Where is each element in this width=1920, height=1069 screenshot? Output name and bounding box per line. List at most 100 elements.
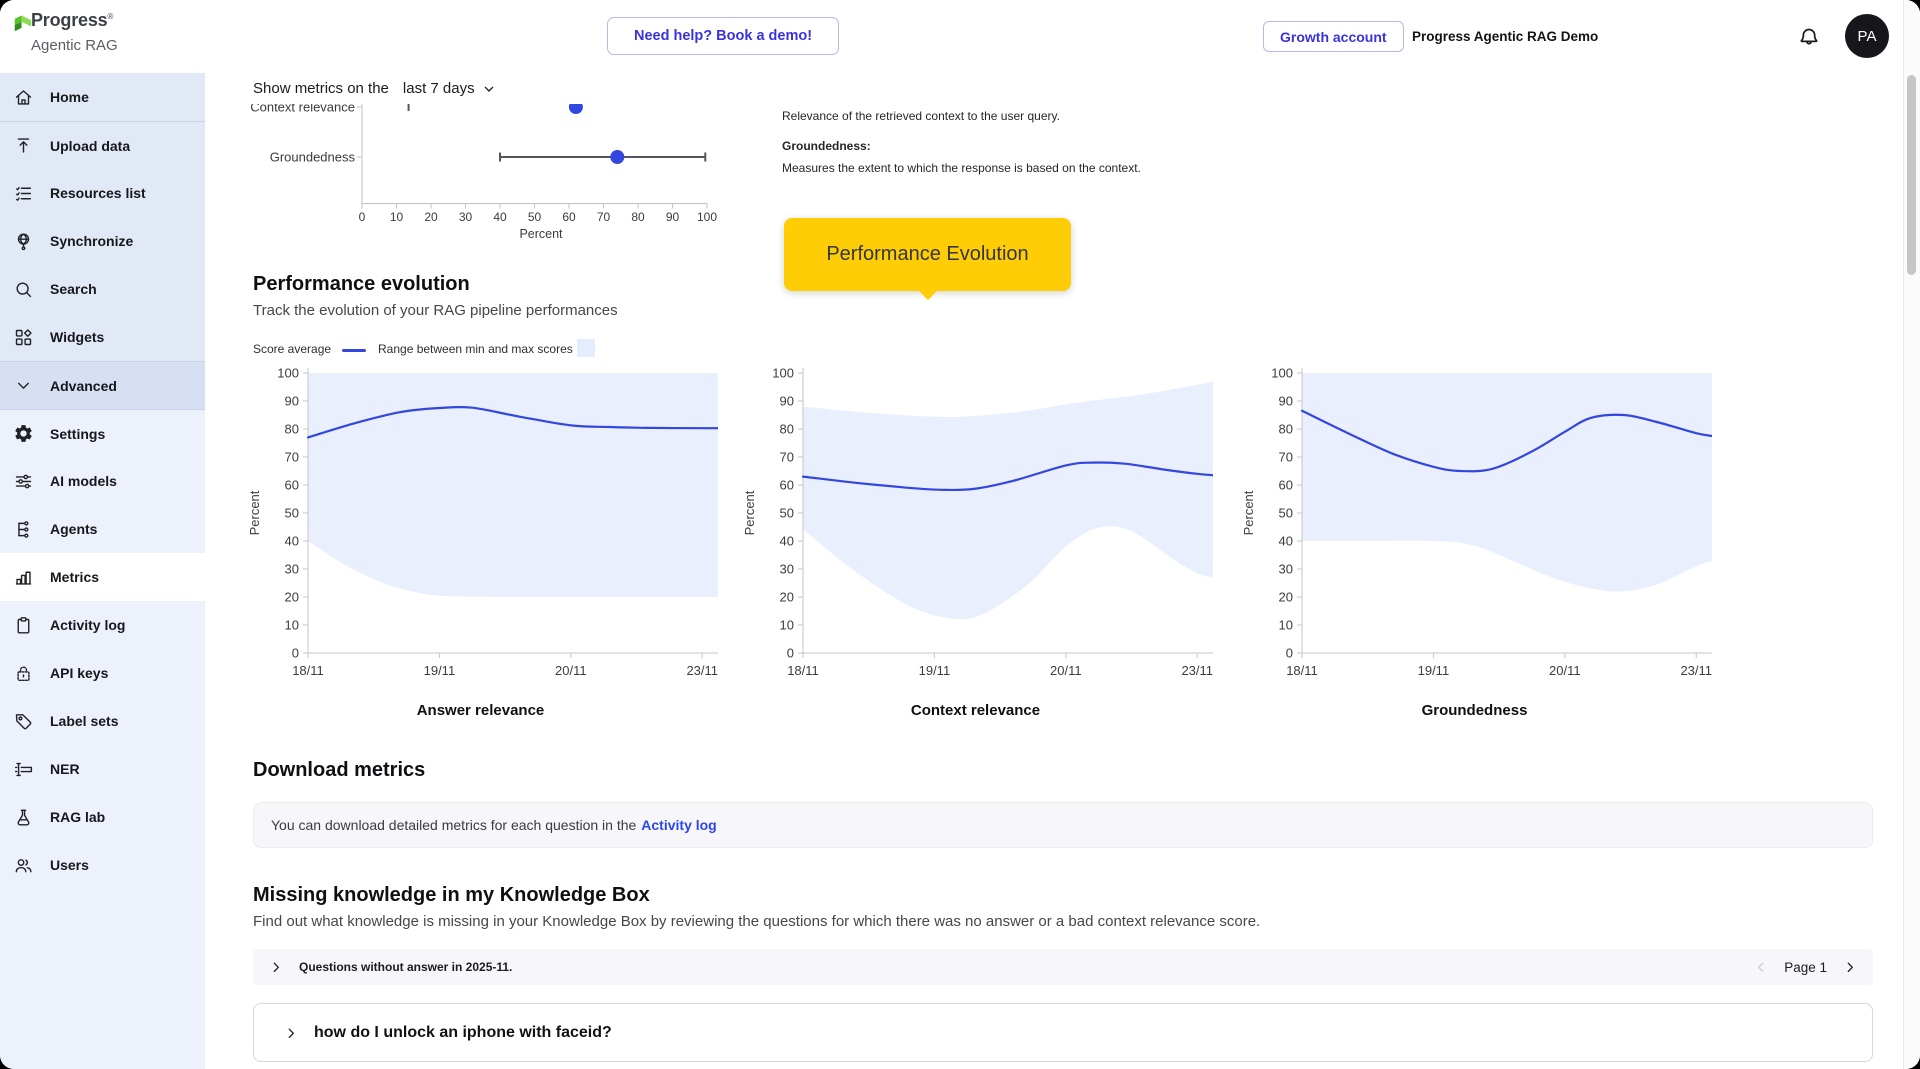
metrics-icon — [13, 567, 34, 588]
svg-text:60: 60 — [780, 478, 794, 493]
lock-dotted-icon — [13, 663, 34, 684]
chevron-right-icon[interactable] — [284, 1026, 298, 1040]
question-row[interactable]: how do I unlock an iphone with faceid? — [253, 1003, 1873, 1062]
sidebar-item-label: API keys — [50, 665, 108, 681]
metrics-range-row: Show metrics on the last 7 days — [253, 80, 497, 97]
date-range-select[interactable]: last 7 days — [403, 80, 497, 97]
sidebar-item-activity-log[interactable]: Activity log — [0, 601, 205, 649]
svg-text:23/11: 23/11 — [1680, 663, 1712, 678]
book-demo-button[interactable]: Need help? Book a demo! — [607, 17, 839, 55]
question-text: how do I unlock an iphone with faceid? — [314, 1024, 612, 1042]
groundedness-description: Measures the extent to which the respons… — [782, 161, 1141, 175]
svg-text:20: 20 — [780, 590, 794, 605]
sidebar-item-rag-lab[interactable]: RAG lab — [0, 793, 205, 841]
sidebar-item-search[interactable]: Search — [0, 265, 205, 313]
svg-text:70: 70 — [597, 210, 611, 224]
user-avatar[interactable]: PA — [1845, 14, 1889, 58]
sidebar-item-metrics[interactable]: Metrics — [0, 553, 205, 601]
sidebar-item-advanced[interactable]: Advanced — [0, 361, 205, 409]
sidebar-item-ai-models[interactable]: AI models — [0, 457, 205, 505]
svg-text:18/11: 18/11 — [787, 663, 819, 678]
notifications-bell-icon[interactable] — [1796, 23, 1822, 49]
main-content: Show metrics on the last 7 days 01020304… — [205, 73, 1920, 1069]
sidebar-item-label: Widgets — [50, 329, 104, 345]
sidebar-item-resources-list[interactable]: Resources list — [0, 169, 205, 217]
svg-text:80: 80 — [285, 422, 299, 437]
sidebar-item-label: Advanced — [50, 378, 117, 394]
svg-text:90: 90 — [780, 394, 794, 409]
sidebar-item-label: Activity log — [50, 617, 125, 633]
scrollbar-thumb[interactable] — [1907, 75, 1916, 275]
sidebar-item-label: Metrics — [50, 569, 99, 585]
svg-text:80: 80 — [631, 210, 645, 224]
tooltip-arrow — [918, 290, 938, 300]
svg-text:Context relevance: Context relevance — [250, 104, 355, 115]
clipboard-icon — [13, 615, 34, 636]
performance-evolution-tooltip: Performance Evolution — [784, 218, 1071, 291]
page-scrollbar — [1903, 0, 1920, 1069]
legend-score-average-label: Score average — [253, 342, 331, 356]
svg-text:30: 30 — [1279, 562, 1293, 577]
svg-text:50: 50 — [528, 210, 542, 224]
svg-text:100: 100 — [1271, 366, 1293, 381]
missing-knowledge-title: Missing knowledge in my Knowledge Box — [253, 884, 650, 907]
svg-text:Percent: Percent — [742, 490, 757, 535]
chevron-right-icon[interactable] — [269, 960, 283, 974]
svg-text:60: 60 — [1279, 478, 1293, 493]
page-next-icon[interactable] — [1843, 960, 1857, 974]
sidebar-item-agents[interactable]: Agents — [0, 505, 205, 553]
chart-title: Answer relevance — [243, 702, 718, 719]
sidebar-item-label: Home — [50, 89, 89, 105]
chevron-down-icon — [481, 81, 497, 97]
svg-text:50: 50 — [285, 506, 299, 521]
sidebar-item-label: Users — [50, 857, 89, 873]
svg-text:20: 20 — [285, 590, 299, 605]
sidebar-item-ner[interactable]: NER — [0, 745, 205, 793]
top-bar: Progress® Agentic RAG Need help? Book a … — [0, 0, 1920, 73]
registered-mark: ® — [107, 12, 113, 21]
activity-log-link[interactable]: Activity log — [641, 817, 716, 833]
sidebar-item-label: Upload data — [50, 138, 130, 154]
svg-text:50: 50 — [780, 506, 794, 521]
svg-text:30: 30 — [285, 562, 299, 577]
questions-accordion[interactable]: Questions without answer in 2025-11. Pag… — [253, 949, 1873, 985]
svg-text:40: 40 — [493, 210, 507, 224]
sidebar-item-label: Agents — [50, 521, 97, 537]
svg-text:23/11: 23/11 — [686, 663, 718, 678]
svg-text:20/11: 20/11 — [555, 663, 587, 678]
sidebar-item-synchronize[interactable]: Synchronize — [0, 217, 205, 265]
svg-text:23/11: 23/11 — [1181, 663, 1213, 678]
sidebar-item-api-keys[interactable]: API keys — [0, 649, 205, 697]
svg-text:90: 90 — [666, 210, 680, 224]
sidebar-item-label-sets[interactable]: Label sets — [0, 697, 205, 745]
widgets-icon — [13, 327, 34, 348]
users-icon — [13, 855, 34, 876]
flask-icon — [13, 807, 34, 828]
svg-text:90: 90 — [285, 394, 299, 409]
svg-text:50: 50 — [1279, 506, 1293, 521]
svg-text:19/11: 19/11 — [1418, 663, 1450, 678]
agents-icon — [13, 519, 34, 540]
sliders-icon — [13, 471, 34, 492]
page-prev-icon[interactable] — [1754, 960, 1768, 974]
svg-text:30: 30 — [780, 562, 794, 577]
sidebar-item-widgets[interactable]: Widgets — [0, 313, 205, 361]
svg-text:0: 0 — [359, 210, 366, 224]
svg-text:30: 30 — [459, 210, 473, 224]
svg-text:0: 0 — [1286, 646, 1293, 661]
svg-text:70: 70 — [780, 450, 794, 465]
growth-account-button[interactable]: Growth account — [1263, 21, 1404, 52]
sidebar-item-settings[interactable]: Settings — [0, 409, 205, 457]
svg-text:19/11: 19/11 — [919, 663, 951, 678]
sidebar-item-users[interactable]: Users — [0, 841, 205, 889]
download-metrics-title: Download metrics — [253, 759, 425, 782]
page-indicator: Page 1 — [1784, 960, 1827, 975]
tooltip-text: Performance Evolution — [826, 243, 1028, 266]
svg-text:Percent: Percent — [1241, 490, 1256, 535]
sidebar-item-upload-data[interactable]: Upload data — [0, 121, 205, 169]
sidebar-item-label: Resources list — [50, 185, 146, 201]
date-range-value: last 7 days — [403, 80, 475, 97]
svg-text:80: 80 — [780, 422, 794, 437]
sidebar-item-home[interactable]: Home — [0, 73, 205, 121]
svg-text:80: 80 — [1279, 422, 1293, 437]
